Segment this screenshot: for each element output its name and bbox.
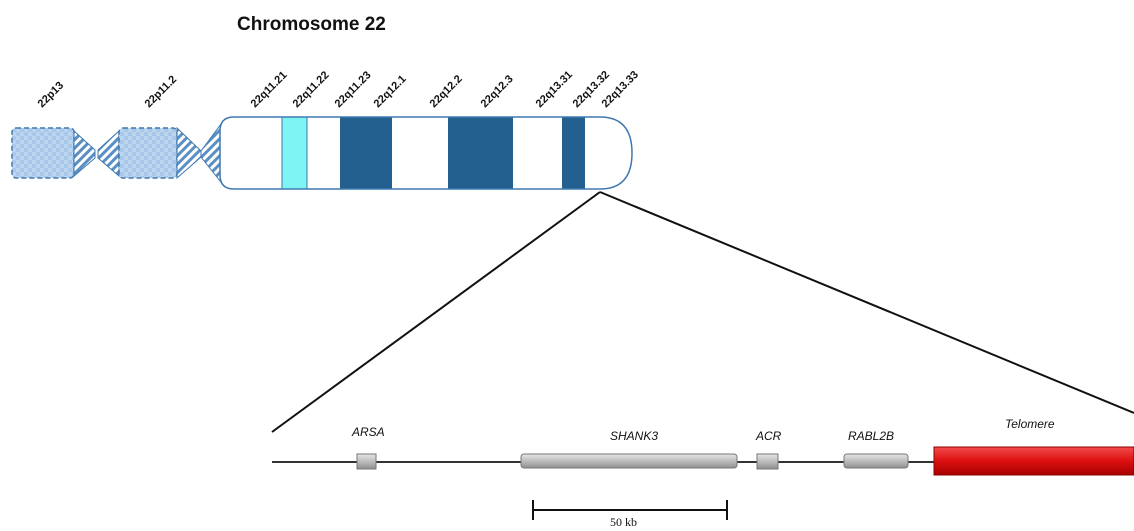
telomere-block (933, 446, 1134, 476)
stalk-2 (97, 129, 120, 178)
gene-label-acr: ACR (755, 429, 782, 443)
band-label: 22p13 (36, 80, 67, 111)
gene-label-arsa: ARSA (351, 425, 385, 439)
q-arm-outline (219, 116, 633, 190)
band-label: 22q12.3 (479, 73, 516, 110)
stalk-1 (73, 129, 96, 178)
p-arm (11, 118, 225, 188)
band-label: 22p11.2 (143, 74, 180, 111)
p11-2-block (118, 127, 178, 179)
p13-block (11, 127, 75, 179)
band-labels: 22p13 22p11.2 22q11.21 22q11.22 22q11.23… (36, 69, 641, 110)
zoom-line-right (599, 191, 1134, 414)
band-q12-3 (448, 117, 513, 189)
gene-label-telomere: Telomere (1005, 417, 1055, 431)
band-label: 22q11.22 (291, 69, 332, 110)
gene-arsa (356, 453, 377, 470)
band-label: 22q11.23 (333, 69, 374, 110)
band-label: 22q12.1 (372, 73, 409, 110)
gene-label-shank3: SHANK3 (610, 429, 658, 443)
q-arm (219, 116, 633, 190)
centromere (176, 126, 202, 180)
gene-rabl2b (843, 453, 909, 469)
band-q11-22 (281, 117, 308, 189)
band-q13-32 (562, 117, 585, 189)
gene-shank3 (520, 453, 738, 469)
diagram-title: Chromosome 22 (237, 14, 386, 35)
band-label: 22q11.21 (249, 69, 290, 110)
gene-acr (756, 453, 779, 470)
zoom-line-left (271, 191, 601, 433)
scale-bar: 50 kb (532, 500, 728, 529)
band-label: 22q12.2 (428, 73, 465, 110)
band-q12-1 (340, 117, 392, 189)
scale-bar-label: 50 kb (610, 515, 637, 529)
gene-label-rabl2b: RABL2B (848, 429, 894, 443)
band-label: 22q13.31 (534, 69, 575, 110)
